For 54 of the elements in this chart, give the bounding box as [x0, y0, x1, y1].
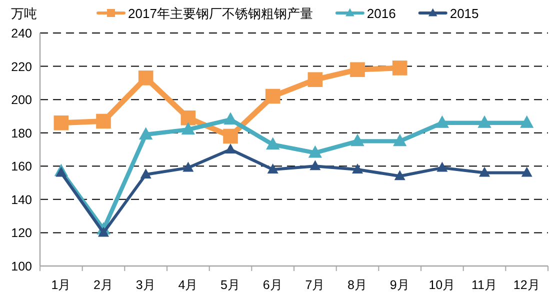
y-tick-label: 100	[11, 260, 32, 274]
point	[310, 160, 321, 170]
legend-label: 2015	[450, 6, 479, 21]
point	[352, 163, 363, 174]
point	[266, 137, 280, 150]
x-tick-label: 8月	[348, 278, 368, 292]
point	[436, 162, 448, 172]
point	[392, 60, 408, 76]
point	[267, 163, 278, 174]
x-tick-label: 7月	[305, 278, 326, 292]
x-tick-label: 11月	[472, 278, 498, 292]
y-tick-label: 120	[11, 226, 32, 240]
point	[181, 122, 195, 134]
point	[308, 145, 322, 158]
y-tick-label: 140	[11, 192, 32, 207]
point	[56, 166, 67, 177]
point	[478, 115, 492, 128]
x-tick-label: 3月	[136, 278, 156, 292]
legend-label: 2017年主要钢厂不锈钢粗钢产量	[128, 6, 313, 21]
legend-label: 2016	[366, 6, 396, 21]
point	[350, 134, 364, 146]
x-tick-label: 5月	[220, 278, 240, 292]
point	[394, 170, 406, 180]
point	[54, 115, 69, 130]
x-tick-label: 1月	[51, 278, 72, 292]
point	[308, 72, 323, 87]
y-tick-label: 180	[11, 126, 32, 140]
point	[265, 88, 280, 104]
point	[139, 127, 153, 140]
x-tick-label: 12月	[513, 278, 540, 292]
x-tick-label: 10月	[428, 278, 456, 292]
point	[393, 134, 407, 146]
y-tick-label: 220	[11, 60, 32, 74]
y-tick-label: 240	[11, 26, 32, 40]
point	[182, 162, 194, 172]
point	[479, 166, 490, 177]
point	[350, 62, 365, 78]
point	[435, 115, 449, 128]
point	[140, 168, 152, 178]
y-tick-label: 160	[11, 160, 32, 174]
point	[96, 114, 111, 129]
point	[138, 70, 154, 86]
y-axis-title: 万吨	[11, 6, 37, 21]
point	[521, 166, 532, 177]
point	[180, 110, 196, 126]
x-tick-label: 4月	[178, 278, 198, 292]
point	[223, 128, 238, 144]
x-tick-label: 2月	[94, 278, 114, 292]
point	[225, 144, 236, 154]
y-tick-label: 200	[11, 93, 32, 108]
x-tick-label: 6月	[262, 278, 283, 292]
x-tick-label: 9月	[390, 278, 410, 292]
point	[520, 115, 534, 128]
point	[98, 226, 109, 237]
